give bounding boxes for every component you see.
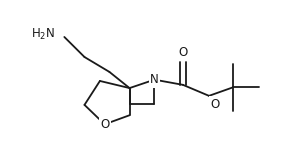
Text: N: N (150, 73, 159, 86)
Text: O: O (178, 46, 188, 59)
Text: H$_2$N: H$_2$N (31, 27, 55, 42)
Text: O: O (100, 118, 109, 131)
Text: O: O (210, 98, 219, 111)
